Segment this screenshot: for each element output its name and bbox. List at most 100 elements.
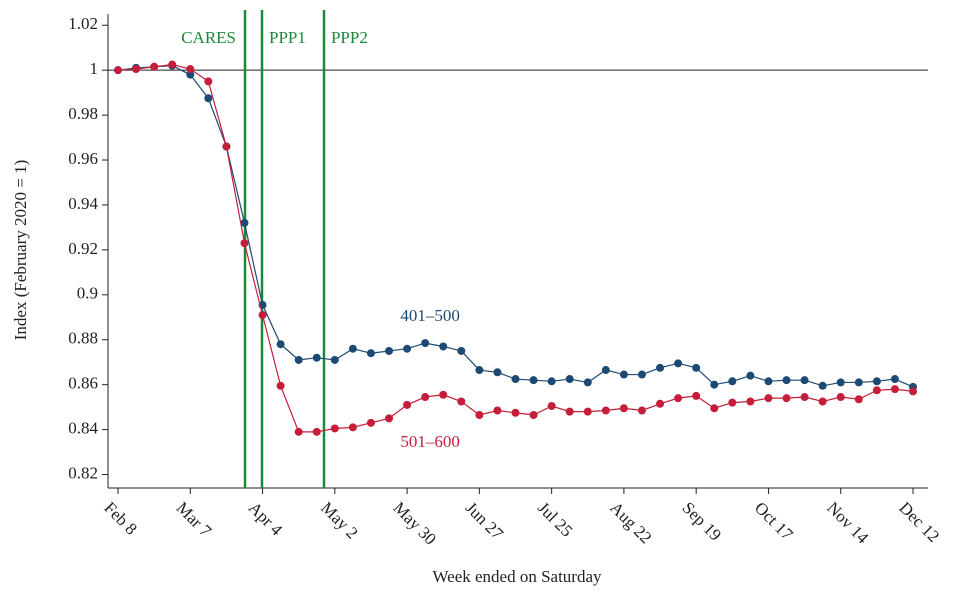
point [403,344,412,353]
y-tick-label: 1 [90,59,99,78]
x-tick-label: Sep 19 [679,498,725,544]
x-tick-label: May 30 [390,498,441,549]
point [132,65,141,74]
point [637,370,646,379]
point [330,355,339,364]
y-tick-label: 0.92 [68,239,98,258]
point [601,366,610,375]
point [330,424,339,433]
point [204,77,213,86]
point [674,359,683,368]
point [276,340,285,349]
x-tick-label: Oct 17 [751,498,797,544]
series-label: 501–600 [400,432,460,451]
x-tick-label: Jul 25 [534,498,576,540]
point [782,376,791,385]
point [421,339,430,348]
y-tick-label: 0.94 [68,194,98,213]
point [547,377,556,386]
x-tick-label: Jun 27 [462,498,508,544]
point [728,398,737,407]
point [746,397,755,406]
point [818,381,827,390]
point [511,408,520,417]
point [529,376,538,385]
point [800,376,809,385]
event-label: CARES [181,28,236,47]
point [637,406,646,415]
point [348,423,357,432]
event-label: PPP2 [331,28,368,47]
point [204,94,213,103]
x-tick-label: Dec 12 [895,498,943,546]
point [890,375,899,384]
point [909,387,917,396]
point [475,366,484,375]
point [348,344,357,353]
point [782,394,791,403]
point [366,418,375,427]
point [619,370,628,379]
point [150,62,159,71]
point [457,346,466,355]
y-tick-label: 1.02 [68,14,98,33]
point [385,414,394,423]
point [565,407,574,416]
point [439,390,448,399]
point [168,60,177,69]
y-tick-label: 0.84 [68,418,98,437]
y-tick-label: 0.98 [68,104,98,123]
y-tick-label: 0.82 [68,463,98,482]
point [746,371,755,380]
y-axis-label: Index (February 2020 = 1) [11,160,30,340]
point [493,368,502,377]
point [583,407,592,416]
series-label: 401–500 [400,306,460,325]
x-axis-label: Week ended on Saturday [432,567,602,586]
point [493,406,502,415]
point [583,378,592,387]
point [475,410,484,419]
point [511,375,520,384]
point [764,394,773,403]
point [836,378,845,387]
point [656,399,665,408]
point [656,363,665,372]
point [692,363,701,372]
point [366,349,375,358]
point [836,393,845,402]
y-tick-label: 0.96 [68,149,98,168]
point [222,142,231,151]
x-tick-label: Nov 14 [823,498,873,548]
series-line [117,65,914,388]
y-tick-label: 0.9 [77,284,98,303]
point [385,346,394,355]
event-label: PPP1 [269,28,306,47]
point [240,239,249,248]
x-tick-label: Aug 22 [606,498,655,547]
x-tick-label: Feb 8 [100,498,140,538]
point [601,406,610,415]
point [800,393,809,402]
point [186,70,195,79]
point [854,395,863,404]
y-tick-label: 0.88 [68,329,98,348]
point [547,402,556,411]
point [674,394,683,403]
point [114,66,122,75]
point [258,311,267,320]
point [764,377,773,386]
point [565,375,574,384]
x-tick-label: Mar 7 [173,498,216,541]
point [692,391,701,400]
point [294,355,303,364]
point [619,404,628,413]
point [186,65,195,74]
point [240,218,249,227]
point [710,380,719,389]
x-tick-label: Apr 4 [245,498,286,539]
y-tick-label: 0.86 [68,374,98,393]
point [710,404,719,413]
point [872,377,881,386]
